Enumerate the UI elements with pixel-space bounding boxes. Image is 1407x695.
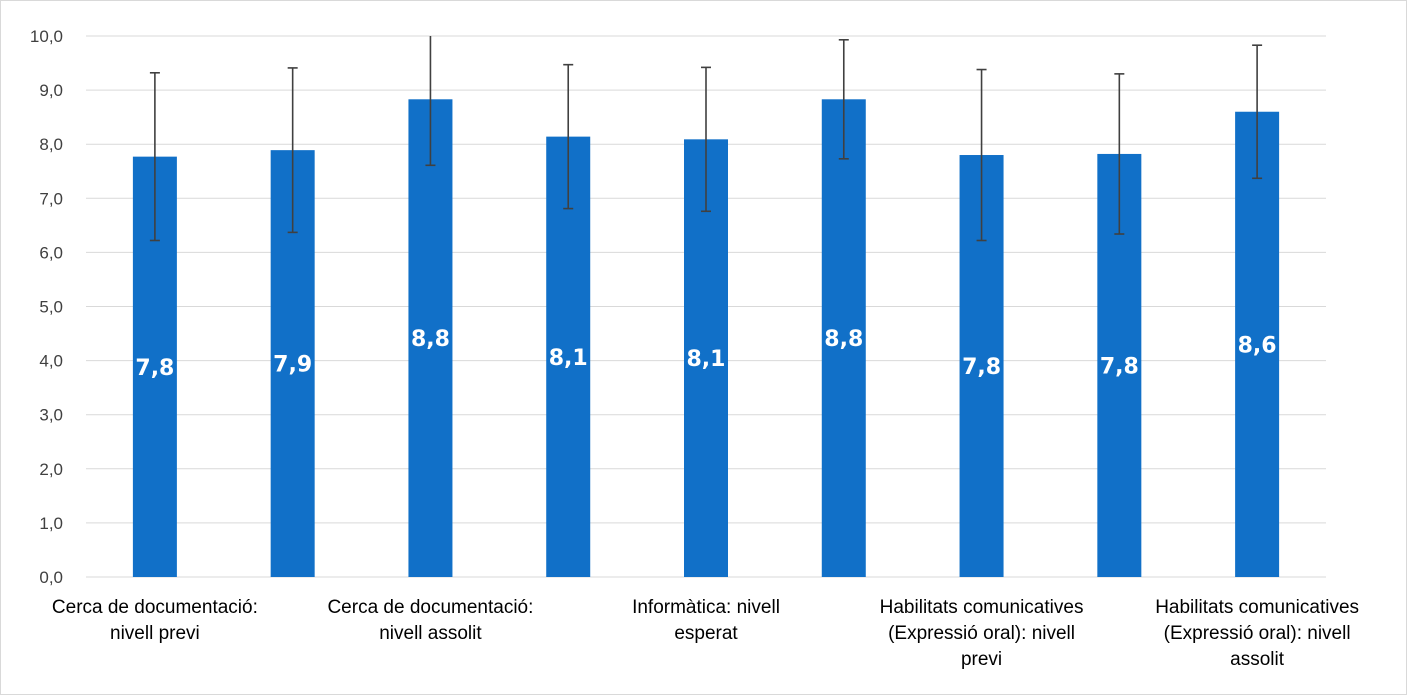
bar [546, 136, 591, 577]
x-category-label: Habilitats comunicatives (Expressió oral)… [880, 597, 1084, 670]
error-bars [149, 36, 1263, 242]
x-category-label: Cerca de documentació: nivell assolit [327, 597, 533, 644]
error-bar [976, 68, 987, 242]
y-tick-label: 1,0 [39, 514, 63, 533]
y-tick-label: 5,0 [39, 298, 63, 317]
x-category-label: Cerca de documentació: nivell previ [52, 597, 258, 644]
bar [408, 99, 453, 577]
x-axis-labels: Cerca de documentació: nivell previ Cerca … [52, 597, 1359, 670]
error-bar [149, 71, 160, 242]
data-labels: 7,8 7,9 8,8 8,1 8,1 8,8 7,8 7,8 8,6 [135, 327, 1276, 381]
y-tick-label: 6,0 [39, 243, 63, 262]
y-axis-ticks: 0,0 1,0 2,0 3,0 4,0 5,0 6,0 7,0 8,0 9,0 10,0 [30, 27, 63, 587]
y-tick-label: 8,0 [39, 135, 63, 154]
y-tick-label: 0,0 [39, 568, 63, 587]
error-bar [838, 38, 849, 160]
data-label: 8,1 [549, 346, 588, 371]
bar [821, 99, 866, 577]
data-label: 7,9 [273, 353, 312, 378]
error-bar [563, 63, 574, 210]
error-bar [701, 66, 711, 213]
x-category-label: Informàtica: nivell esperat [632, 597, 780, 644]
data-label: 7,8 [135, 356, 174, 381]
data-label: 7,8 [1100, 354, 1139, 379]
data-label: 8,1 [687, 347, 726, 372]
y-tick-label: 3,0 [39, 406, 63, 425]
data-label: 7,8 [962, 355, 1001, 380]
y-tick-label: 4,0 [39, 352, 63, 371]
y-tick-label: 2,0 [39, 460, 63, 479]
error-bar [1252, 44, 1263, 180]
bars [132, 99, 1280, 578]
y-tick-label: 9,0 [39, 81, 63, 100]
data-label: 8,8 [411, 327, 450, 352]
bar [684, 139, 728, 577]
x-category-label: Habilitats comunicatives (Expressió oral)… [1155, 597, 1359, 670]
error-bar [1114, 73, 1125, 235]
data-label: 8,6 [1238, 333, 1277, 358]
error-bar [287, 67, 298, 234]
data-label: 8,8 [824, 327, 863, 352]
y-tick-label: 10,0 [30, 27, 63, 46]
bar [1235, 111, 1280, 578]
y-tick-label: 7,0 [39, 189, 63, 208]
error-bar [425, 36, 436, 167]
